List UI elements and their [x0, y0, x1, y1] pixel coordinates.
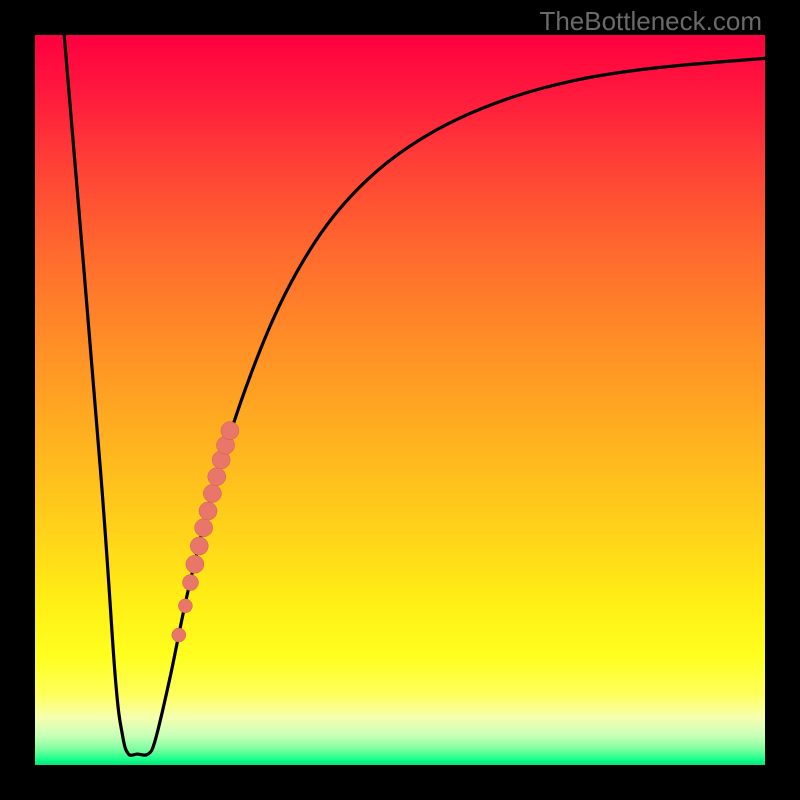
marker-dot — [208, 468, 226, 486]
marker-dot — [178, 599, 192, 613]
curve-layer — [35, 35, 765, 765]
marker-dot — [199, 502, 217, 520]
marker-dot — [221, 422, 239, 440]
bottleneck-curve — [64, 35, 765, 755]
marker-dot — [182, 575, 198, 591]
watermark-text: TheBottleneck.com — [539, 6, 762, 37]
marker-dots — [172, 422, 239, 642]
plot-area — [35, 35, 765, 765]
marker-dot — [195, 519, 213, 537]
marker-dot — [186, 555, 204, 573]
marker-dot — [190, 537, 208, 555]
marker-dot — [172, 628, 186, 642]
figure-root: TheBottleneck.com — [0, 0, 800, 800]
marker-dot — [203, 484, 221, 502]
